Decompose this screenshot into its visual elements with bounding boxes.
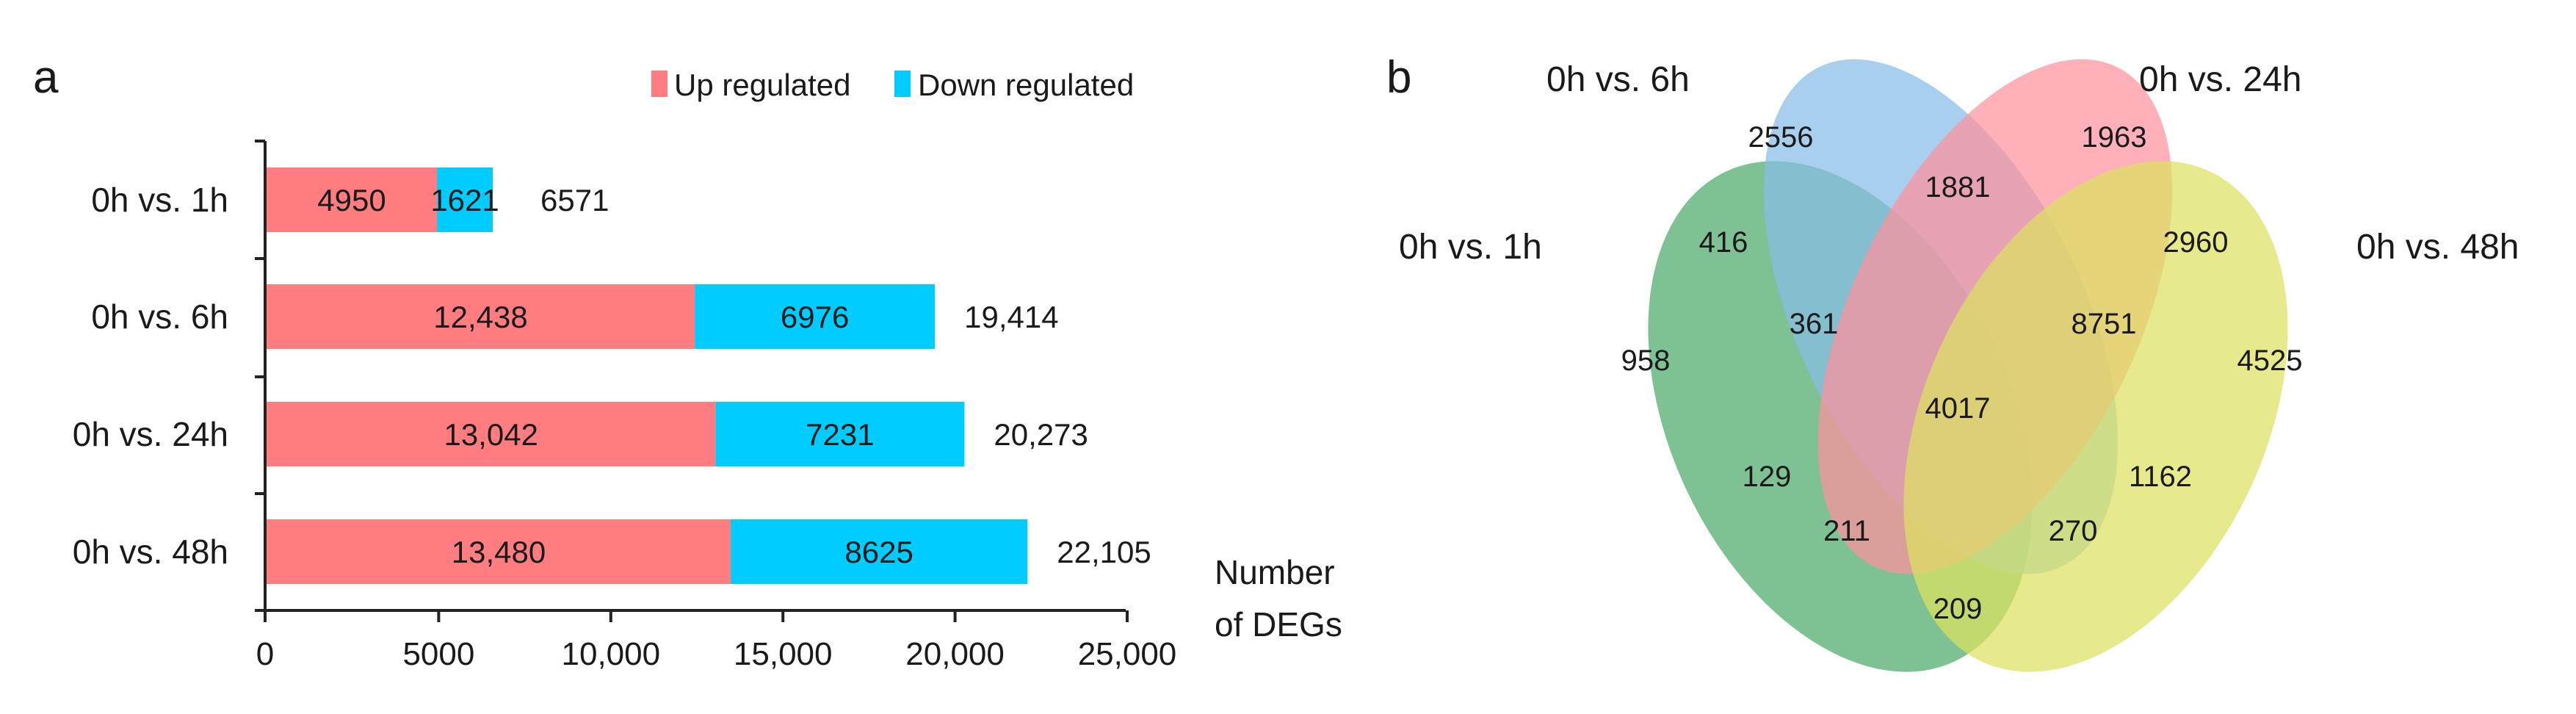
set-label-24h: 0h vs. 24h <box>2139 60 2301 99</box>
x-tick-label: 10,000 <box>562 636 661 672</box>
bar-total-label: 19,414 <box>964 300 1058 334</box>
venn-region-count: 4017 <box>1925 392 1991 425</box>
bar-down-regulated <box>437 167 493 232</box>
venn-diagram-panel: b 2556 1963 1881 416 2960 361 8751 958 4525 4017 1… <box>1386 52 2519 672</box>
bar-value-label: 7231 <box>806 417 874 452</box>
bar-value-label: 12,438 <box>433 300 527 334</box>
venn-region-count: 1963 <box>2082 121 2147 154</box>
legend-swatch-down <box>894 71 911 97</box>
venn-region-count: 1162 <box>2129 461 2192 493</box>
bar-value-label: 13,042 <box>444 417 538 452</box>
legend-swatch-up <box>651 71 667 97</box>
venn-region-count: 1881 <box>1925 171 1991 203</box>
venn-region-count: 2556 <box>1748 121 1814 154</box>
y-tick-label: 0h vs. 1h <box>91 181 228 219</box>
set-label-6h: 0h vs. 6h <box>1546 60 1690 99</box>
set-label-48h: 0h vs. 48h <box>2356 228 2519 267</box>
bar-down-regulated <box>730 519 1028 584</box>
x-tick-label: 0 <box>256 636 274 672</box>
bar-up-regulated <box>267 167 438 232</box>
bar-value-label: 4950 <box>317 183 386 217</box>
venn-region-count: 129 <box>1743 461 1792 493</box>
bar-up-regulated <box>267 284 695 349</box>
venn-region-count: 958 <box>1621 345 1671 377</box>
x-tick-label: 20,000 <box>905 636 1005 672</box>
legend: Up regulated Down regulated <box>651 68 1134 102</box>
x-axis-label-line1: Number <box>1215 553 1335 591</box>
bar-value-label: 1621 <box>430 183 499 217</box>
bar-total-label: 20,273 <box>994 417 1088 452</box>
x-tick-label: 15,000 <box>734 636 833 672</box>
x-tick-label: 5000 <box>402 636 474 672</box>
set-label-1h: 0h vs. 1h <box>1399 228 1542 267</box>
x-axis-label-line2: of DEGs <box>1215 605 1342 643</box>
venn-region-count: 270 <box>2049 515 2098 547</box>
bar-value-label: 8625 <box>844 535 913 569</box>
y-tick-label: 0h vs. 48h <box>73 533 228 571</box>
bar-total-label: 6571 <box>540 183 609 217</box>
bar-up-regulated <box>267 402 716 466</box>
legend-label-down: Down regulated <box>918 68 1134 102</box>
x-tick-label: 25,000 <box>1078 636 1177 672</box>
panel-label-b: b <box>1386 52 1411 103</box>
y-tick-label: 0h vs. 24h <box>73 415 228 453</box>
venn-region-count: 4525 <box>2237 345 2303 377</box>
bar-down-regulated <box>695 284 936 349</box>
venn-ellipse <box>1903 161 2288 672</box>
venn-region-count: 8751 <box>2072 308 2137 340</box>
y-tick-label: 0h vs. 6h <box>91 298 228 336</box>
venn-region-count: 361 <box>1790 308 1839 340</box>
bar-value-label: 6976 <box>781 300 849 334</box>
bar-up-regulated <box>267 519 731 584</box>
panel-label-a: a <box>33 52 59 103</box>
venn-region-count: 211 <box>1823 515 1870 547</box>
venn-region-count: 2960 <box>2163 226 2229 259</box>
venn-region-count: 209 <box>1933 593 1983 625</box>
bar-down-regulated <box>715 402 965 466</box>
bar-total-label: 22,105 <box>1057 535 1151 569</box>
bar-chart-panel: a Up regulated Down regulated 4950 1621 65… <box>33 52 1342 672</box>
bar-value-label: 13,480 <box>452 535 546 569</box>
legend-label-up: Up regulated <box>674 68 851 102</box>
venn-region-count: 416 <box>1699 226 1748 259</box>
